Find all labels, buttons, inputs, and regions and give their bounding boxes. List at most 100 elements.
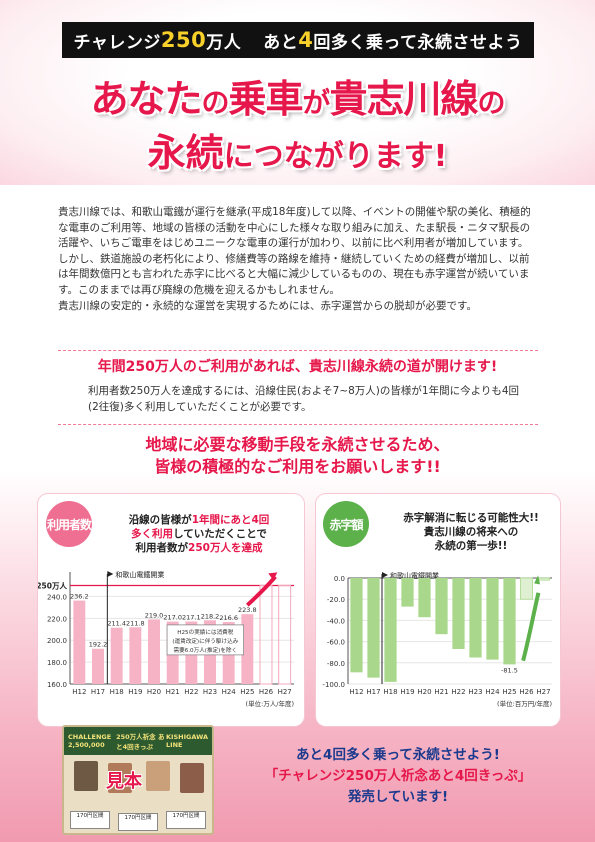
note-line: 永続の第一歩!! — [434, 540, 508, 552]
promo-line-3: 発売しています! — [347, 789, 449, 805]
data-label: 223.8 — [238, 606, 257, 614]
divider — [58, 350, 538, 351]
data-label: 219.0 — [145, 611, 164, 619]
ticket-photo — [180, 763, 204, 793]
bar — [384, 578, 397, 682]
ticket-title-center: 250万人祈念 あと4回きっぷ — [116, 733, 165, 751]
ridership-badge: 利用者数 — [46, 501, 92, 547]
callout-text: (運賃改定)に伴う駆け込み — [172, 637, 238, 645]
promo-line-1: あと4回多く乗って永続させよう! — [296, 747, 500, 763]
ticket-photo — [108, 763, 132, 793]
data-label: 218.2 — [201, 612, 220, 620]
x-tick-label: H21 — [434, 688, 448, 696]
banner-text-3: 回多く乗って永続させよう — [313, 32, 523, 53]
appeal-text: 地域に必要な移動手段を永続させるため、 皆様の積極的なご利用をお願いします!! — [0, 434, 595, 478]
x-tick-label: H18 — [383, 688, 397, 696]
note-line: 赤字解消に転じる可能性大!! — [403, 512, 539, 524]
data-label: 192.2 — [89, 641, 108, 649]
appeal-line-1: 地域に必要な移動手段を永続させるため、 — [145, 435, 450, 454]
bar — [536, 577, 551, 581]
headline-segment: あなた — [90, 77, 203, 122]
x-tick-label: H23 — [203, 688, 217, 696]
x-tick-label: H17 — [91, 688, 105, 696]
ticket-title-left: CHALLENGE 2,500,000 — [68, 733, 112, 749]
sample-stamp: 見本 — [106, 771, 142, 792]
ridership-chart: 160.0 180.0 200.0 220.0 240.0 250万人 和歌山電鐵開業 236… — [38, 570, 294, 708]
data-label: 217.0 — [163, 614, 182, 622]
headline-segment: の — [477, 86, 506, 120]
bar — [148, 619, 160, 684]
intro-paragraph-2: しかし、鉄道施設の老朽化により、修繕費等の路線を維持・継続していくための経費が増… — [58, 252, 530, 296]
bar — [503, 578, 516, 665]
bar — [367, 578, 380, 678]
ticket-photo — [146, 761, 170, 791]
promo-line-2: 「チャレンジ250万人祈念あと4回きっぷ」 — [264, 768, 532, 784]
bar — [519, 577, 534, 600]
y-tick-label: -100.0 — [322, 681, 345, 689]
target-bar — [278, 584, 292, 685]
data-label: 216.6 — [219, 614, 238, 622]
intro-paragraph-1: 貴志川線では、和歌山電鐵が運行を継承(平成18年度)して以降、イベントの開催や駅… — [58, 206, 531, 250]
target-label: 250万人 — [38, 581, 67, 590]
y-tick-label: 180.0 — [47, 659, 67, 667]
ticket-title-right: KISHIGAWA LINE — [166, 733, 208, 749]
intro-text: 貴志川線では、和歌山電鐵が運行を継承(平成18年度)して以降、イベントの開催や駅… — [58, 205, 538, 314]
ticket-photo — [74, 761, 98, 791]
x-tick-label: H20 — [417, 688, 431, 696]
recovery-arrow — [521, 592, 541, 662]
deficit-badge: 赤字額 — [323, 501, 369, 547]
ticket-stub: 170円区間 — [166, 811, 206, 829]
x-tick-label: H12 — [349, 688, 363, 696]
x-tick-label: H19 — [128, 688, 142, 696]
target-bar — [259, 584, 273, 685]
note-line: 貴志川線の将来への — [423, 526, 519, 538]
x-tick-label: H12 — [72, 688, 86, 696]
bar — [486, 578, 499, 660]
note-text: 利用者数が — [135, 542, 189, 554]
x-tick-label: H25 — [502, 688, 516, 696]
x-tick-label: H17 — [366, 688, 380, 696]
bar — [418, 578, 431, 618]
note-text: 沿線の皆様が — [128, 514, 192, 526]
bar — [350, 578, 363, 673]
increase-arrow — [245, 575, 277, 607]
bar — [73, 600, 86, 684]
x-tick-label: H20 — [147, 688, 161, 696]
banner-number: 250 — [160, 28, 207, 52]
x-tick-label: H21 — [166, 688, 180, 696]
x-tick-label: H26 — [519, 688, 534, 696]
divider — [58, 424, 538, 425]
bar — [452, 578, 465, 650]
promo-text: あと4回多く乗って永続させよう! 「チャレンジ250万人祈念あと4回きっぷ」 発… — [226, 745, 570, 808]
data-label: 211.4 — [107, 620, 126, 628]
note-highlight: 多く利用 — [131, 528, 174, 540]
x-tick-label: H22 — [451, 688, 465, 696]
banner-text-2: あと — [263, 32, 299, 53]
ticket-header: CHALLENGE 2,500,000 250万人祈念 あと4回きっぷ KISH… — [64, 727, 212, 755]
y-tick-label: 200.0 — [47, 637, 67, 645]
intro-paragraph-3: 貴志川線の安定的・永続的な運営を実現するためには、赤字運営からの脱却が必要です。 — [58, 299, 477, 312]
y-tick-label: 160.0 — [47, 681, 67, 689]
deficit-note: 赤字解消に転じる可能性大!! 貴志川線の将来への 永続の第一歩!! — [392, 511, 550, 553]
headline-line-1: あなたの乗車が貴志川線の — [0, 68, 595, 123]
bar — [241, 614, 254, 684]
bar — [469, 578, 482, 658]
banner-unit: 万人 — [206, 32, 242, 53]
y-tick-label: -40.0 — [327, 617, 345, 625]
x-tick-label: H24 — [222, 688, 237, 696]
x-tick-label: H18 — [110, 688, 124, 696]
data-label: -81.5 — [501, 666, 518, 674]
marker-flag — [107, 571, 114, 577]
note-highlight: 250万人を達成 — [188, 542, 263, 554]
y-tick-label: -20.0 — [327, 596, 345, 604]
x-tick-label: H25 — [240, 688, 254, 696]
x-tick-label: H24 — [485, 688, 500, 696]
bar — [110, 627, 123, 684]
headline-segment: につながります! — [223, 139, 448, 175]
target-explanation: 利用者数250万人を達成するには、沿線住民(およそ7~8万人)の皆様が1年間に今… — [88, 385, 520, 413]
bar — [435, 578, 448, 635]
arrow-head — [534, 575, 541, 585]
headline-segment: 永続 — [147, 131, 224, 176]
ticket-stub: 170円区間 — [118, 813, 158, 831]
x-tick-label: H27 — [536, 688, 550, 696]
